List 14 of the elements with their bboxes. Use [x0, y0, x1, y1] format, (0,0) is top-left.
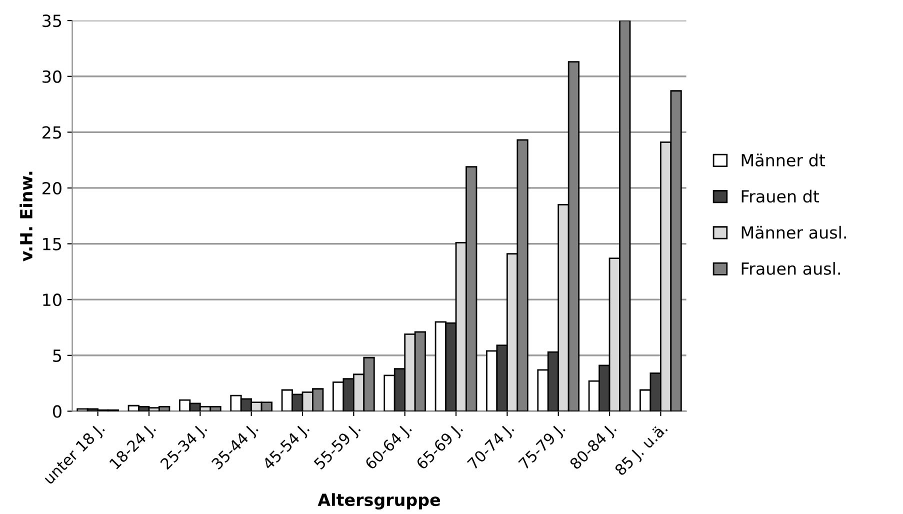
y-tick-label: 0	[53, 405, 62, 418]
x-axis-title: Altersgruppe	[318, 493, 440, 510]
y-tick-label: 15	[43, 238, 62, 250]
y-tick-label: 30	[42, 70, 62, 83]
legend-label: Männer ausl.	[742, 226, 846, 239]
y-tick-label: 10	[43, 294, 62, 306]
legend-label: Frauen ausl.	[742, 262, 840, 275]
y-tick-label: 20	[42, 182, 62, 195]
legend-label: Frauen dt	[742, 190, 820, 203]
y-axis-title: v.H. Einw.	[20, 172, 32, 262]
y-tick-label: 25	[42, 126, 62, 139]
y-tick-label: 35	[42, 14, 62, 28]
legend-label: Männer dt	[742, 154, 826, 167]
y-tick-label: 5	[53, 350, 62, 362]
